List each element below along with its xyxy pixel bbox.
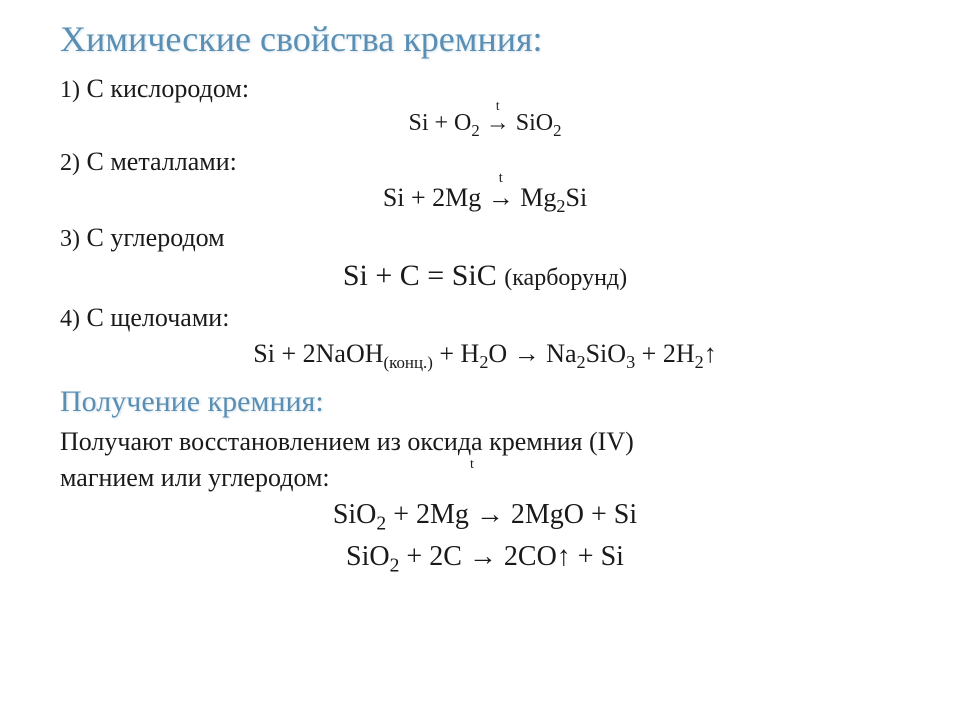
eq5-a-sub: 2 [376,514,386,535]
eq4-up: ↑ [704,339,717,368]
eq6-a-sub: 2 [390,556,400,577]
eq4-e-sub: 2 [695,352,704,372]
eq3-lhs: Si + C [343,259,427,292]
item-3-num: 3) [60,226,80,252]
eq2-lhs: Si + 2Mg [383,183,488,212]
eq2-rhs-sub: 2 [556,196,565,216]
equation-5: SiO2 + 2Mg → 2MgO + Si [60,499,910,531]
eq1-lhs: Si + O [408,110,471,136]
eq3-eq: = [427,259,444,292]
eq2-arrow-wrap: t → [488,183,514,213]
eq1-t: t [496,98,500,114]
eq2-rhs-a: Mg [520,183,556,212]
item-1-label: С кислородом: [87,74,250,103]
eq2-rhs-b: Si [566,183,588,212]
eq1-arrow-wrap: t → [486,110,510,137]
equation-2: Si + 2Mg t → Mg2Si [60,183,910,213]
eq5-b: + 2Mg → 2MgO + Si [386,499,637,530]
item-1-num: 1) [60,77,80,103]
eq3-note: (карборунд) [504,265,627,291]
eq3-rhs: SiC [452,259,505,292]
eq4-e: + 2H [635,339,694,368]
item-2: 2) С металлами: [60,147,910,177]
eq4-d-sub: 3 [626,352,635,372]
item-2-num: 2) [60,150,80,176]
item-3-label: С углеродом [87,223,225,252]
equation-1: Si + O2 t → SiO2 [60,110,910,137]
section2-title: Получение кремния: [60,385,910,419]
eq5-a: SiO [333,499,377,530]
slide-title: Химические свойства кремния: [60,18,910,60]
item-4-label: С щелочами: [87,303,230,332]
eq4-d: SiO [586,339,626,368]
section2-body2-wrap: магнием или углеродом: t [60,463,910,493]
section2-body2: магнием или углеродом: [60,463,330,492]
eq4-a: Si + 2NaOH [253,339,383,368]
equation-3: Si + C = SiC (карборунд) [60,259,910,293]
eq4-c-sub: 2 [577,352,586,372]
equation-4: Si + 2NaOH(конц.) + H2O → Na2SiO3 + 2H2↑ [60,339,910,369]
section2-body1: Получают восстановлением из оксида кремн… [60,427,910,457]
item-3: 3) С углеродом [60,223,910,253]
eq4-c: O → Na [488,339,576,368]
t-over-body: t [470,457,474,473]
eq6-b: + 2C → 2CO↑ + Si [399,541,624,572]
equation-6: SiO2 + 2C → 2CO↑ + Si [60,541,910,573]
item-4-num: 4) [60,306,80,332]
item-1: 1) С кислородом: [60,74,910,104]
eq2-arrow: → [488,183,514,212]
eq1-rsub: 2 [553,121,561,140]
item-2-label: С металлами: [87,147,237,176]
eq6-a: SiO [346,541,390,572]
eq1-sub: 2 [471,121,479,140]
eq1-rhs: SiO [516,110,553,136]
eq4-conc: (конц.) [384,353,433,372]
item-4: 4) С щелочами: [60,303,910,333]
eq2-t: t [499,170,503,187]
slide: Химические свойства кремния: 1) С кислор… [0,0,960,720]
eq4-b: + H [433,339,479,368]
